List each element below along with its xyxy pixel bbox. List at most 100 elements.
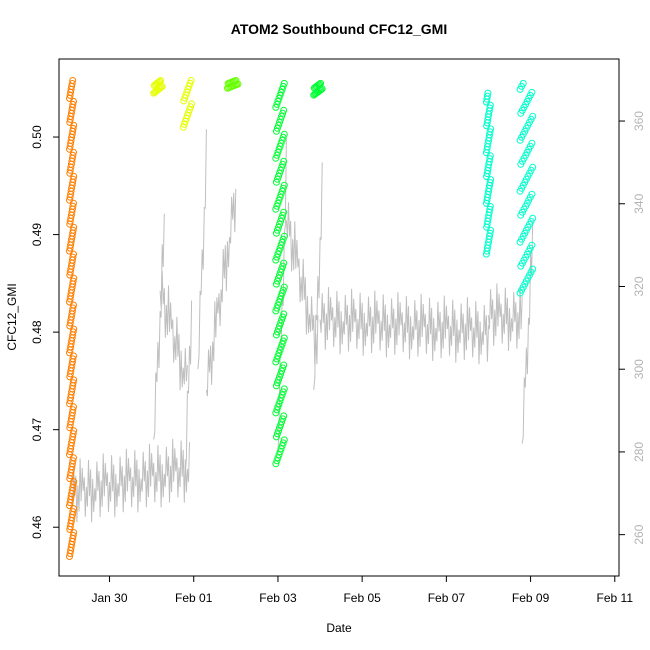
y-tick-label: 0.49 xyxy=(30,223,44,247)
data-point xyxy=(69,202,77,210)
data-point xyxy=(276,142,284,150)
series-4 xyxy=(482,79,537,297)
data-point xyxy=(280,259,288,267)
data-point xyxy=(279,337,287,345)
data-point xyxy=(69,277,77,285)
data-point xyxy=(277,292,285,300)
data-point xyxy=(278,163,286,171)
data-point xyxy=(278,442,286,450)
data-point xyxy=(69,355,77,363)
data-point xyxy=(272,280,280,288)
data-point xyxy=(274,148,282,156)
data-point xyxy=(279,82,287,90)
data-point xyxy=(280,283,288,291)
data-point xyxy=(275,400,283,408)
data-point xyxy=(279,313,287,321)
data-point xyxy=(273,253,281,261)
data-point xyxy=(275,94,283,102)
data-point xyxy=(274,199,282,207)
y2-tick-label: 360 xyxy=(632,111,646,131)
data-point xyxy=(272,127,280,135)
data-point xyxy=(280,436,288,444)
data-point xyxy=(529,163,537,171)
data-point xyxy=(277,139,285,147)
data-point xyxy=(519,79,527,87)
data-point xyxy=(274,403,282,411)
data-point xyxy=(274,454,282,462)
data-point xyxy=(279,235,287,243)
data-point xyxy=(279,415,287,423)
data-point xyxy=(528,88,536,96)
data-point xyxy=(278,187,286,195)
data-point xyxy=(275,121,282,129)
data-point xyxy=(272,256,280,264)
data-point xyxy=(69,175,77,183)
data-point xyxy=(279,160,287,168)
data-point xyxy=(272,409,280,417)
data-point xyxy=(275,325,282,333)
data-point xyxy=(69,77,77,84)
x-tick-label: Feb 05 xyxy=(343,591,381,605)
data-point xyxy=(273,430,281,438)
series-2 xyxy=(223,77,242,92)
data-point xyxy=(276,373,283,381)
altitude-line xyxy=(205,188,237,397)
data-point xyxy=(273,457,281,465)
data-point xyxy=(277,217,285,225)
y-tick-label: 0.50 xyxy=(30,125,44,149)
data-point xyxy=(528,241,536,249)
data-point xyxy=(275,223,282,231)
data-point xyxy=(276,169,283,177)
y2-tick-label: 260 xyxy=(632,524,646,544)
data-point xyxy=(529,214,537,222)
data-point xyxy=(280,385,288,393)
data-point xyxy=(280,412,288,420)
data-point xyxy=(183,88,191,96)
y-tick-label: 0.47 xyxy=(30,418,44,442)
data-point xyxy=(69,406,77,414)
series-1 xyxy=(150,77,196,131)
altitude-line xyxy=(71,438,190,523)
data-point xyxy=(275,451,283,459)
data-point xyxy=(274,301,282,309)
data-point xyxy=(278,316,286,324)
data-point xyxy=(278,136,286,144)
data-point xyxy=(273,379,281,387)
data-point xyxy=(272,229,280,237)
data-point xyxy=(69,304,77,312)
altitude-line xyxy=(488,283,523,352)
data-point xyxy=(185,109,192,117)
x-axis-label: Date xyxy=(326,621,352,635)
y-axis-label: CFC12_GMI xyxy=(5,283,19,350)
data-point xyxy=(278,367,286,375)
data-point xyxy=(273,406,281,414)
data-point xyxy=(272,460,280,468)
data-point xyxy=(273,226,281,234)
data-point xyxy=(486,155,494,163)
data-point xyxy=(156,77,163,85)
data-point xyxy=(279,388,287,396)
data-point xyxy=(486,179,494,187)
data-point xyxy=(232,77,240,84)
data-point xyxy=(486,104,494,112)
y2-tick-label: 300 xyxy=(632,359,646,379)
data-point xyxy=(275,145,283,153)
data-point xyxy=(279,133,287,141)
data-point xyxy=(280,79,288,87)
data-point xyxy=(69,124,77,132)
data-point xyxy=(279,262,287,270)
data-point xyxy=(276,244,284,252)
y2-tick-label: 340 xyxy=(632,193,646,213)
data-point xyxy=(274,97,282,105)
data-point xyxy=(272,205,280,213)
data-point xyxy=(186,79,194,87)
data-point xyxy=(275,172,282,180)
data-point xyxy=(316,80,323,88)
chart-title: ATOM2 Southbound CFC12_GMI xyxy=(231,21,447,37)
data-point xyxy=(187,77,195,84)
data-point xyxy=(276,397,284,405)
data-point xyxy=(272,382,280,390)
data-point xyxy=(69,226,77,234)
data-point xyxy=(279,286,287,294)
data-point xyxy=(69,151,77,159)
